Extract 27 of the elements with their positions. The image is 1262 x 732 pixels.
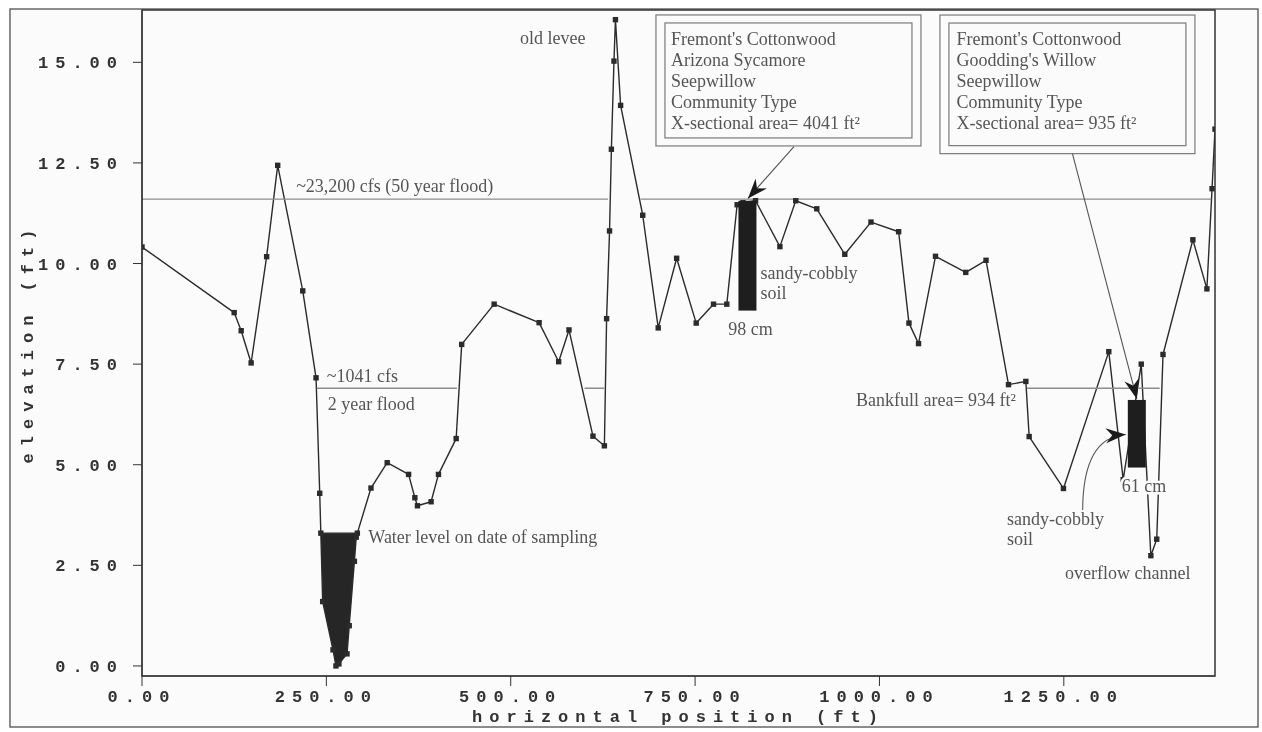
annotation: ~23,200 cfs (50 year flood) — [296, 176, 494, 198]
annotation: Bankfull area= 934 ft² — [855, 390, 1016, 411]
x-axis-title: horizontal position (ft) — [472, 708, 885, 727]
x-tick-label: 750.00 — [643, 688, 747, 708]
y-tick-label: 2.50 — [55, 557, 124, 577]
annotation: sandy-cobbly soil — [760, 263, 858, 303]
annotation: Water level on date of sampling — [368, 527, 598, 548]
annotation: 98 cm — [728, 318, 773, 339]
y-axis-title: elevation (ft) — [18, 222, 38, 464]
annotation: overflow channel — [1065, 562, 1191, 583]
x-tick-label: 1000.00 — [819, 688, 940, 708]
y-tick-label: 0.00 — [55, 657, 124, 677]
y-tick-label: 7.50 — [55, 356, 124, 376]
y-tick-label: 12.50 — [37, 154, 124, 174]
annotation: sandy-cobbly soil — [1006, 509, 1104, 550]
y-tick-label: 10.00 — [37, 255, 124, 275]
annotation: Fremont's Cottonwood Arizona Sycamore Seepwillow Community Type X-sectional area= 4041 ft² — [670, 28, 860, 133]
annotation: Fremont's Cottonwood Goodding's Willow Seepwillow Community Type X-sectional area= 935 ft² — [956, 29, 1137, 134]
annotation: 2 year flood — [327, 394, 415, 415]
x-tick-label: 1250.00 — [1003, 688, 1125, 708]
x-tick-label: 0.00 — [107, 688, 177, 708]
annotation: ~1041 cfs — [326, 366, 399, 387]
y-tick-label: 5.00 — [55, 456, 124, 476]
x-tick-label: 250.00 — [274, 688, 378, 708]
x-tick-label: 500.00 — [459, 688, 563, 708]
y-tick-label: 15.00 — [37, 54, 124, 74]
annotation: old levee — [519, 27, 586, 48]
